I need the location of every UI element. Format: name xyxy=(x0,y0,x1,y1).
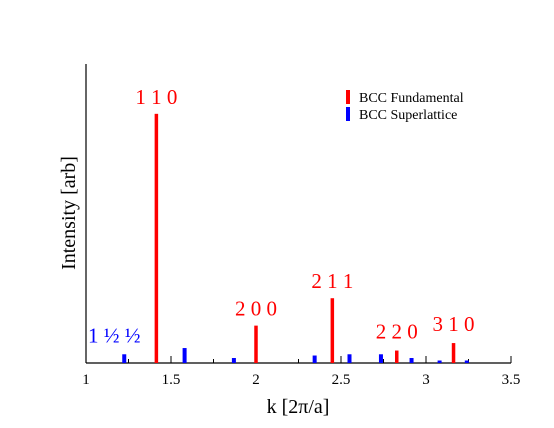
x-tick-label: 3.5 xyxy=(502,372,521,388)
peak-labels: 1 1 0 2 0 0 2 1 1 2 2 0 3 1 0 1 ½ ½ xyxy=(88,85,475,347)
y-axis-label: Intensity [arb] xyxy=(58,156,80,270)
superlattice-peak-bar xyxy=(312,355,317,363)
x-tick-label: 2 xyxy=(252,372,260,388)
x-axis-label: k [2π/a] xyxy=(267,396,330,418)
superlattice-peak-bar xyxy=(437,360,442,363)
superlattice-peak-bar xyxy=(182,348,187,363)
bars xyxy=(122,113,469,363)
peak-label: 1 ½ ½ xyxy=(88,323,141,347)
peak-label: 2 1 1 xyxy=(311,269,353,293)
fundamental-peak-bar xyxy=(254,325,258,363)
legend-swatch xyxy=(346,90,350,104)
peak-label: 2 2 0 xyxy=(376,320,418,344)
peak-label: 1 1 0 xyxy=(135,85,177,109)
legend-entry: BCC Superlattice xyxy=(359,108,457,123)
legend: BCC Fundamental BCC Superlattice xyxy=(346,90,464,123)
superlattice-peak-bar xyxy=(378,354,383,363)
superlattice-peak-bar xyxy=(122,354,127,363)
peak-label: 2 0 0 xyxy=(235,297,277,321)
superlattice-peak-bar xyxy=(409,358,414,363)
fundamental-peak-bar xyxy=(395,350,399,363)
superlattice-peak-bar xyxy=(464,360,469,363)
superlattice-peak-bar xyxy=(231,358,236,363)
peak-label: 3 1 0 xyxy=(433,312,475,336)
superlattice-peak-bar xyxy=(347,354,352,363)
x-tick-label: 1.5 xyxy=(162,372,181,388)
legend-swatch xyxy=(346,107,350,121)
x-tick-label: 1 xyxy=(82,372,90,388)
legend-entry: BCC Fundamental xyxy=(359,91,464,106)
fundamental-peak-bar xyxy=(451,343,456,363)
x-tick-label: 2.5 xyxy=(332,372,351,388)
x-tick-label: 3 xyxy=(422,372,430,388)
fundamental-peak-bar xyxy=(330,298,335,363)
fundamental-peak-bar xyxy=(154,113,159,363)
